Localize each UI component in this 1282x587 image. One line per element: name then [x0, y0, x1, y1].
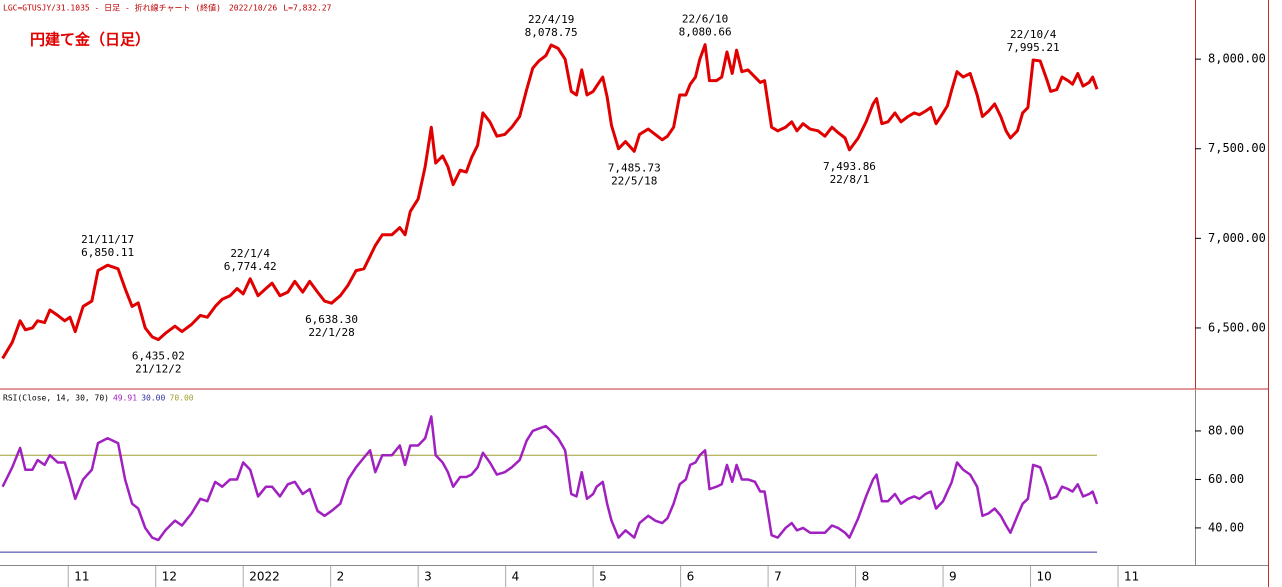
x-tick-label: 8: [862, 570, 870, 584]
x-tick-label: 4: [512, 570, 520, 584]
header-date: 2022/10/26: [229, 4, 277, 13]
annotation-date: 22/8/1: [830, 173, 870, 186]
annotation-date: 22/10/4: [1010, 28, 1057, 41]
y-tick-label: 40.00: [1208, 520, 1244, 534]
annotation-value: 7,493.86: [823, 160, 876, 173]
annotation-value: 7,485.73: [608, 161, 661, 174]
annotation-value: 8,080.66: [679, 26, 732, 39]
x-tick-label: 5: [599, 570, 607, 584]
x-tick-label: 2: [337, 570, 345, 584]
indicator-readout: 49.91: [113, 394, 137, 403]
y-tick-label: 6,500.00: [1208, 320, 1266, 334]
x-tick-label: 2022: [249, 570, 280, 584]
x-tick-label: 7: [774, 570, 782, 584]
indicator-label: RSI(Close, 14, 30, 70): [3, 394, 109, 403]
annotation-value: 6,638.30: [305, 313, 358, 326]
series-line: [1, 415, 1099, 542]
annotation-date: 22/5/18: [611, 174, 657, 187]
header-last: L=7,832.27: [283, 4, 331, 13]
indicator-readout: 30.00: [141, 394, 165, 403]
annotation-value: 6,435.02: [132, 350, 185, 363]
x-tick-label: 9: [949, 570, 957, 584]
x-tick-label: 6: [687, 570, 695, 584]
chart-title: 円建て金（日足）: [30, 31, 150, 49]
y-tick-label: 80.00: [1208, 423, 1244, 437]
annotation-date: 21/11/17: [81, 233, 134, 246]
x-tick-label: 3: [424, 570, 432, 584]
annotation-value: 6,774.42: [224, 260, 277, 273]
x-tick-label: 11: [74, 570, 89, 584]
annotation-date: 22/4/19: [528, 13, 574, 26]
x-tick-label: 12: [162, 570, 177, 584]
indicator-readout: 70.00: [170, 394, 194, 403]
annotation-value: 7,995.21: [1007, 41, 1060, 54]
annotation-date: 22/1/28: [308, 326, 354, 339]
annotation-value: 8,078.75: [525, 26, 578, 39]
chart-header: LGC=GTUSJY/31.1035 - 日足 - 折れ線チャート (終値): [3, 3, 221, 13]
annotation-date: 22/6/10: [682, 13, 728, 26]
y-tick-label: 7,500.00: [1208, 141, 1266, 155]
annotation-value: 6,850.11: [81, 246, 134, 259]
y-tick-label: 8,000.00: [1208, 52, 1266, 66]
y-tick-label: 7,000.00: [1208, 231, 1266, 245]
y-tick-label: 60.00: [1208, 472, 1244, 486]
x-tick-label: 10: [1037, 570, 1052, 584]
x-tick-label: 11: [1124, 570, 1139, 584]
series-line: [1, 43, 1099, 360]
annotation-date: 21/12/2: [135, 363, 181, 376]
annotation-date: 22/1/4: [230, 247, 270, 260]
